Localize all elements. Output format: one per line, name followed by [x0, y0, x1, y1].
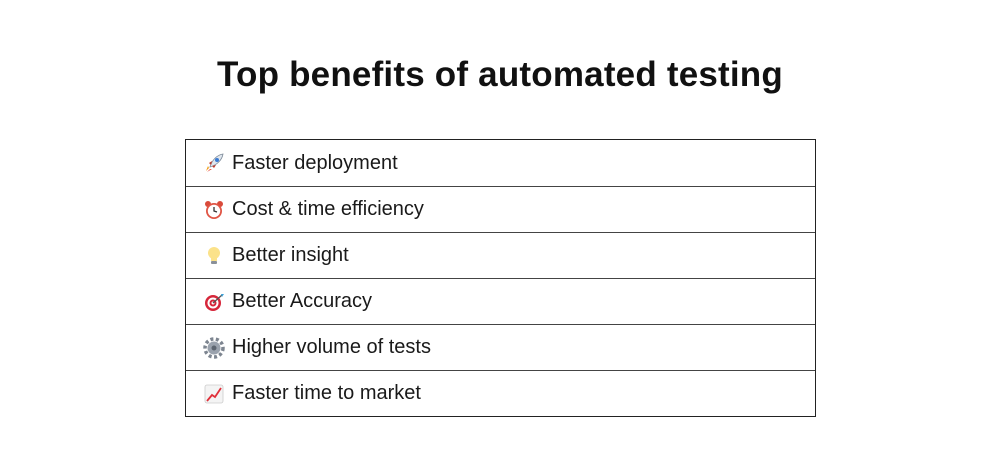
benefit-label: Better Accuracy — [232, 290, 373, 312]
alarm-clock-icon — [205, 200, 223, 219]
table-row: Faster deployment — [186, 140, 815, 186]
benefit-label: Cost & time efficiency — [232, 198, 424, 220]
benefit-label: Faster time to market — [232, 382, 421, 404]
benefit-label: Faster deployment — [232, 151, 398, 174]
target-icon — [205, 293, 224, 311]
benefits-table: Faster deployment Cost & time efficiency… — [185, 139, 816, 417]
table-row: Higher volume of tests — [186, 324, 815, 370]
chart-increasing-icon — [204, 384, 224, 403]
table-row: Better Accuracy — [186, 278, 815, 324]
page-title: Top benefits of automated testing — [217, 55, 783, 94]
benefit-label: Higher volume of tests — [232, 336, 431, 358]
light-bulb-icon — [208, 246, 220, 264]
gear-icon — [203, 336, 225, 359]
rocket-icon — [206, 153, 224, 172]
benefit-label: Better insight — [232, 244, 349, 266]
table-row: Cost & time efficiency — [186, 186, 815, 232]
table-row: Faster time to market — [186, 370, 815, 416]
table-row: Better insight — [186, 232, 815, 278]
